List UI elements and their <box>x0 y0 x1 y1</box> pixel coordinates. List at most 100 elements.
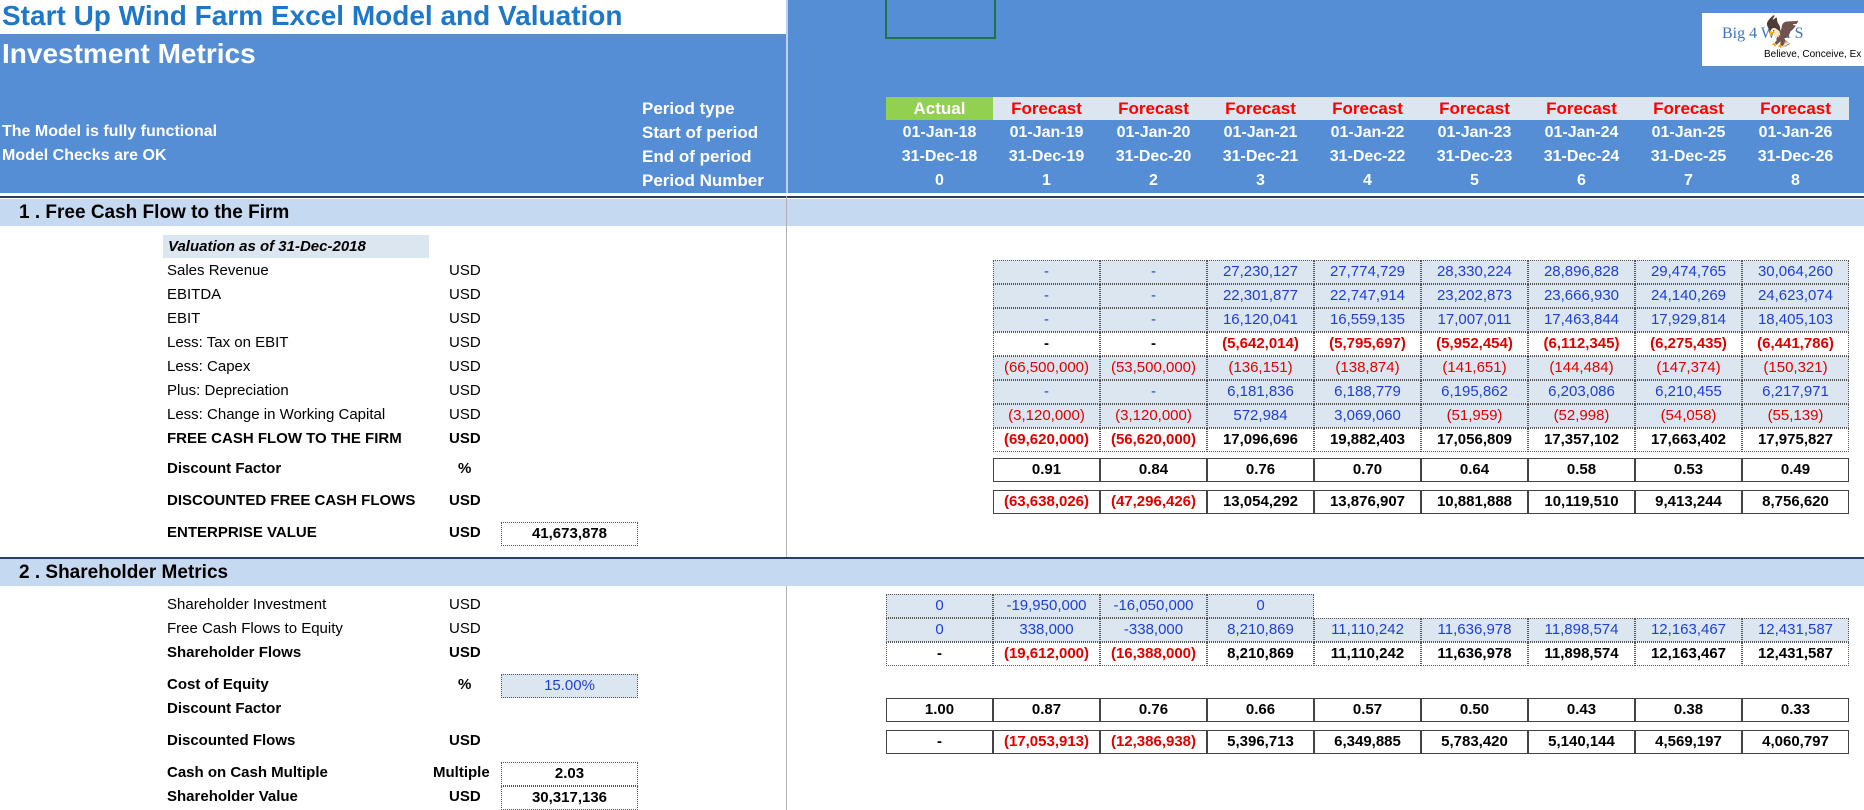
value-cell[interactable]: 19,882,403 <box>1314 428 1421 452</box>
value-cell[interactable]: (138,874) <box>1314 356 1421 380</box>
investment-cell[interactable]: 0 <box>886 594 993 618</box>
value-cell[interactable]: - <box>1100 308 1207 332</box>
value-cell[interactable]: 17,975,827 <box>1742 428 1849 452</box>
discounted-fcf-cell[interactable]: 10,881,888 <box>1421 490 1528 514</box>
discount-factor-cell[interactable]: 0.58 <box>1528 458 1635 482</box>
shareholder-flow-cell[interactable]: 11,636,978 <box>1421 642 1528 666</box>
value-cell[interactable]: 23,666,930 <box>1528 284 1635 308</box>
discount-factor-cell[interactable]: 0.38 <box>1635 698 1742 722</box>
value-cell[interactable]: (56,620,000) <box>1100 428 1207 452</box>
value-cell[interactable]: (55,139) <box>1742 404 1849 428</box>
cash-multiple-cell[interactable]: 2.03 <box>501 762 638 786</box>
value-cell[interactable]: (52,998) <box>1528 404 1635 428</box>
value-cell[interactable]: (3,120,000) <box>1100 404 1207 428</box>
value-cell[interactable]: (6,112,345) <box>1528 332 1635 356</box>
discounted-flow-cell[interactable]: 4,060,797 <box>1742 730 1849 754</box>
value-cell[interactable]: 6,195,862 <box>1421 380 1528 404</box>
fcfe-cell[interactable]: 8,210,869 <box>1207 618 1314 642</box>
value-cell[interactable]: 6,210,455 <box>1635 380 1742 404</box>
fcfe-cell[interactable]: -338,000 <box>1100 618 1207 642</box>
value-cell[interactable]: 28,896,828 <box>1528 260 1635 284</box>
value-cell[interactable]: - <box>1100 332 1207 356</box>
value-cell[interactable]: - <box>1100 380 1207 404</box>
value-cell[interactable]: - <box>993 380 1100 404</box>
shareholder-flow-cell[interactable]: 11,110,242 <box>1314 642 1421 666</box>
shareholder-flow-cell[interactable]: 8,210,869 <box>1207 642 1314 666</box>
discount-factor-cell[interactable]: 0.49 <box>1742 458 1849 482</box>
discounted-flow-cell[interactable]: (17,053,913) <box>993 730 1100 754</box>
value-cell[interactable]: 22,301,877 <box>1207 284 1314 308</box>
fcfe-cell[interactable]: 12,431,587 <box>1742 618 1849 642</box>
discount-factor-cell[interactable]: 0.84 <box>1100 458 1207 482</box>
discount-factor-cell[interactable]: 0.64 <box>1421 458 1528 482</box>
discount-factor-cell[interactable]: 0.66 <box>1207 698 1314 722</box>
discounted-flow-cell[interactable]: 5,396,713 <box>1207 730 1314 754</box>
discounted-flow-cell[interactable]: 6,349,885 <box>1314 730 1421 754</box>
shareholder-value-cell[interactable]: 30,317,136 <box>501 786 638 810</box>
investment-cell[interactable]: -16,050,000 <box>1100 594 1207 618</box>
discount-factor-cell[interactable]: 0.50 <box>1421 698 1528 722</box>
value-cell[interactable]: 27,774,729 <box>1314 260 1421 284</box>
value-cell[interactable]: 17,056,809 <box>1421 428 1528 452</box>
shareholder-flow-cell[interactable]: 12,431,587 <box>1742 642 1849 666</box>
value-cell[interactable]: - <box>993 284 1100 308</box>
value-cell[interactable]: 17,007,011 <box>1421 308 1528 332</box>
value-cell[interactable]: 572,984 <box>1207 404 1314 428</box>
discounted-fcf-cell[interactable]: 10,119,510 <box>1528 490 1635 514</box>
value-cell[interactable]: 18,405,103 <box>1742 308 1849 332</box>
value-cell[interactable]: 6,188,779 <box>1314 380 1421 404</box>
discounted-fcf-cell[interactable]: 13,876,907 <box>1314 490 1421 514</box>
discount-factor-cell[interactable]: 0.43 <box>1528 698 1635 722</box>
discount-factor-cell[interactable]: 0.70 <box>1314 458 1421 482</box>
fcfe-cell[interactable]: 12,163,467 <box>1635 618 1742 642</box>
value-cell[interactable]: 6,181,836 <box>1207 380 1314 404</box>
fcfe-cell[interactable]: 11,636,978 <box>1421 618 1528 642</box>
discounted-fcf-cell[interactable]: 9,413,244 <box>1635 490 1742 514</box>
value-cell[interactable]: 24,140,269 <box>1635 284 1742 308</box>
value-cell[interactable]: (141,651) <box>1421 356 1528 380</box>
discounted-fcf-cell[interactable]: (63,638,026) <box>993 490 1100 514</box>
shareholder-flow-cell[interactable]: (19,612,000) <box>993 642 1100 666</box>
investment-cell[interactable]: 0 <box>1207 594 1314 618</box>
value-cell[interactable]: (51,959) <box>1421 404 1528 428</box>
fcfe-cell[interactable]: 11,898,574 <box>1528 618 1635 642</box>
discounted-fcf-cell[interactable]: 8,756,620 <box>1742 490 1849 514</box>
discount-factor-cell[interactable]: 0.91 <box>993 458 1100 482</box>
value-cell[interactable]: 16,120,041 <box>1207 308 1314 332</box>
value-cell[interactable]: - <box>993 332 1100 356</box>
discounted-flow-cell[interactable]: 5,783,420 <box>1421 730 1528 754</box>
shareholder-flow-cell[interactable]: 11,898,574 <box>1528 642 1635 666</box>
value-cell[interactable]: 17,463,844 <box>1528 308 1635 332</box>
value-cell[interactable]: 27,230,127 <box>1207 260 1314 284</box>
value-cell[interactable]: - <box>993 308 1100 332</box>
discounted-flow-cell[interactable]: (12,386,938) <box>1100 730 1207 754</box>
shareholder-flow-cell[interactable]: 12,163,467 <box>1635 642 1742 666</box>
value-cell[interactable]: (6,441,786) <box>1742 332 1849 356</box>
selected-cell[interactable] <box>885 0 996 39</box>
value-cell[interactable]: (5,952,454) <box>1421 332 1528 356</box>
value-cell[interactable]: (69,620,000) <box>993 428 1100 452</box>
enterprise-value-cell[interactable]: 41,673,878 <box>501 522 638 546</box>
value-cell[interactable]: (6,275,435) <box>1635 332 1742 356</box>
value-cell[interactable]: 28,330,224 <box>1421 260 1528 284</box>
value-cell[interactable]: - <box>1100 284 1207 308</box>
value-cell[interactable]: 17,096,696 <box>1207 428 1314 452</box>
cost-of-equity-input[interactable]: 15.00% <box>501 674 638 698</box>
value-cell[interactable]: 30,064,260 <box>1742 260 1849 284</box>
value-cell[interactable]: 29,474,765 <box>1635 260 1742 284</box>
discount-factor-cell[interactable]: 0.87 <box>993 698 1100 722</box>
value-cell[interactable]: (150,321) <box>1742 356 1849 380</box>
discounted-fcf-cell[interactable]: (47,296,426) <box>1100 490 1207 514</box>
value-cell[interactable]: (53,500,000) <box>1100 356 1207 380</box>
discount-factor-cell[interactable]: 0.53 <box>1635 458 1742 482</box>
value-cell[interactable]: - <box>1100 260 1207 284</box>
value-cell[interactable]: 17,663,402 <box>1635 428 1742 452</box>
value-cell[interactable]: 24,623,074 <box>1742 284 1849 308</box>
discount-factor-cell[interactable]: 1.00 <box>886 698 993 722</box>
discounted-flow-cell[interactable]: - <box>886 730 993 754</box>
value-cell[interactable]: 16,559,135 <box>1314 308 1421 332</box>
value-cell[interactable]: 22,747,914 <box>1314 284 1421 308</box>
value-cell[interactable]: 17,357,102 <box>1528 428 1635 452</box>
value-cell[interactable]: (136,151) <box>1207 356 1314 380</box>
discounted-flow-cell[interactable]: 5,140,144 <box>1528 730 1635 754</box>
